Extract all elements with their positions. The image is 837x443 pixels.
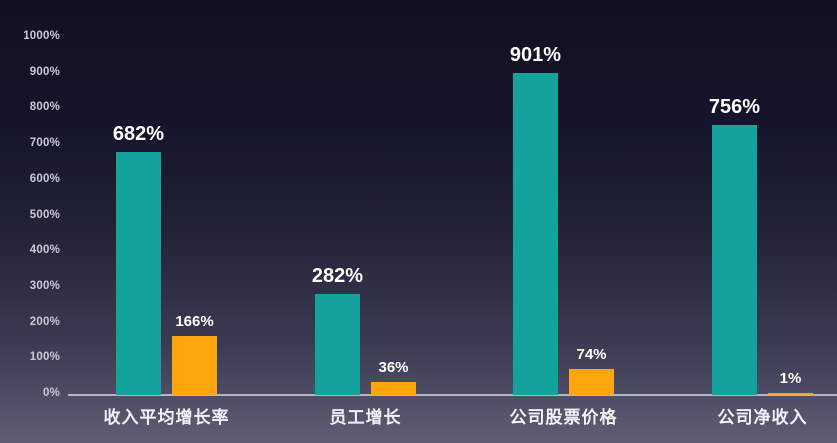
y-axis-tick-label: 800% — [29, 101, 60, 114]
y-axis-tick-label: 400% — [29, 244, 60, 257]
y-axis-tick-label: 1000% — [23, 30, 60, 42]
teal-series-value-label: 756% — [708, 96, 761, 118]
y-axis-tick-label: 700% — [29, 137, 60, 150]
orange-series-value-label: 74% — [576, 346, 607, 363]
teal-series-value-label: 682% — [112, 123, 165, 145]
orange-series-value-label: 166% — [175, 313, 214, 330]
orange-series-value-label: 36% — [378, 359, 409, 376]
y-axis-tick-label: 600% — [29, 172, 60, 185]
x-axis-line — [68, 394, 837, 396]
y-axis-tick-label: 0% — [42, 387, 60, 399]
orange-series-bar — [768, 393, 813, 395]
y-axis-tick-label: 900% — [29, 65, 60, 78]
teal-series-value-label: 901% — [509, 44, 562, 66]
category-label: 员工增长 — [329, 408, 402, 427]
teal-series-value-label: 282% — [311, 265, 364, 287]
teal-series-bar — [116, 152, 161, 395]
y-axis-tick-label: 100% — [29, 351, 60, 364]
teal-series-bar — [315, 294, 360, 395]
y-axis-tick-label: 300% — [29, 279, 60, 292]
category-label: 公司股票价格 — [509, 408, 618, 427]
orange-series-bar — [569, 369, 614, 395]
category-label: 收入平均增长率 — [103, 408, 230, 427]
orange-series-bar — [172, 336, 217, 395]
y-axis-tick-label: 500% — [29, 208, 60, 221]
orange-series-bar — [371, 382, 416, 395]
teal-series-bar — [712, 125, 757, 395]
category-label: 公司净收入 — [717, 408, 808, 427]
orange-series-value-label: 1% — [779, 370, 802, 387]
teal-series-bar — [513, 73, 558, 395]
y-axis-tick-label: 200% — [29, 315, 60, 328]
